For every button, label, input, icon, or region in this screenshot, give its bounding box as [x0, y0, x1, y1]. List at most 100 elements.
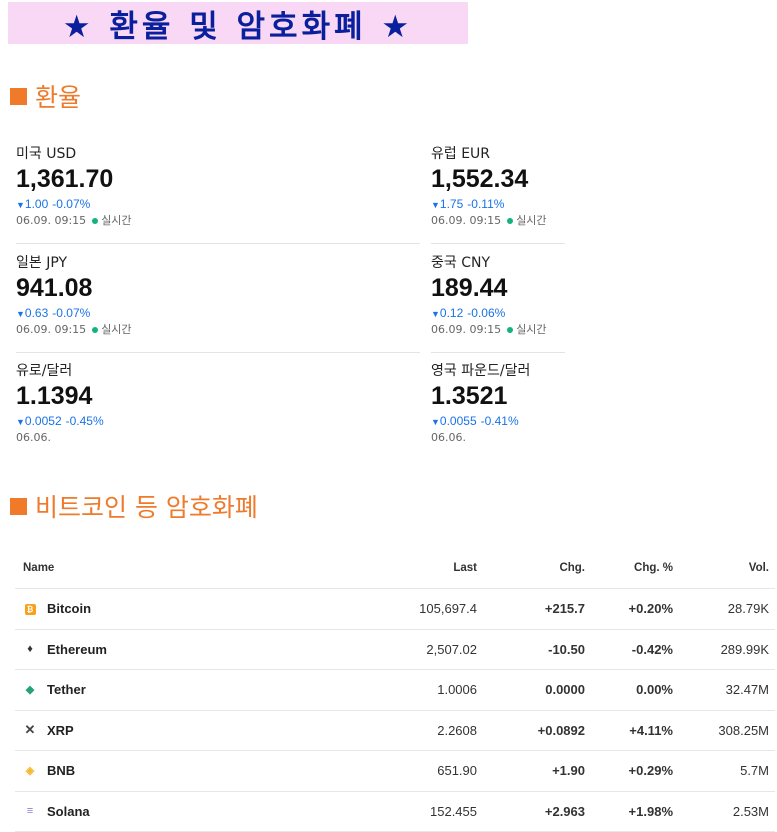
- fx-timestamp: 06.09. 09:15: [431, 214, 502, 227]
- fx-price: 1.3521: [431, 382, 508, 410]
- table-row[interactable]: ◈ BNB 651.90 +1.90 +0.29% 5.7M: [15, 750, 775, 792]
- crypto-section-label: 비트코인 등 암호화폐: [35, 493, 258, 522]
- down-triangle-icon: ▼: [16, 417, 25, 427]
- fx-timestamp: 06.09. 09:15: [16, 323, 87, 336]
- banner-title: ★ 환율 및 암호화폐 ★: [62, 8, 414, 45]
- table-row[interactable]: ✕ XRP 2.2608 +0.0892 +4.11% 308.25M: [15, 710, 775, 751]
- fx-change: ▼0.12 -0.06%: [431, 305, 621, 322]
- fx-timestamp: 06.06.: [431, 431, 466, 444]
- down-triangle-icon: ▼: [16, 200, 25, 210]
- xrp-icon: ✕: [24, 722, 36, 738]
- fx-change: ▼0.63 -0.07%: [16, 305, 206, 322]
- crypto-table: Name Last Chg. Chg. % Vol. ₿ Bitcoin 105,…: [15, 548, 775, 832]
- down-triangle-icon: ▼: [16, 309, 25, 319]
- fx-timestamp: 06.09. 09:15: [431, 323, 502, 336]
- fx-name: 미국 USD: [16, 146, 77, 162]
- fx-card-jpy[interactable]: 일본 JPY 941.08 ▼0.63 -0.07% 06.09. 09:15 실시…: [16, 253, 206, 338]
- fx-time: 06.06.: [431, 430, 621, 446]
- fx-live-label: 실시간: [516, 214, 547, 227]
- divider: [431, 243, 565, 244]
- tether-icon: ◆: [25, 684, 35, 697]
- fx-name: 유럽 EUR: [431, 146, 491, 162]
- fx-price: 1,552.34: [431, 165, 529, 193]
- fx-name: 일본 JPY: [16, 255, 68, 271]
- fx-change-pct: -0.45%: [65, 414, 104, 428]
- coin-vol: 28.79K: [679, 588, 775, 630]
- down-triangle-icon: ▼: [431, 200, 440, 210]
- fx-price: 189.44: [431, 274, 508, 302]
- fx-change-pct: -0.07%: [52, 197, 91, 211]
- coin-name[interactable]: Ethereum: [47, 641, 107, 657]
- fx-change-value: 0.12: [439, 306, 464, 320]
- coin-name[interactable]: Bitcoin: [47, 601, 92, 617]
- fx-live-label: 실시간: [516, 323, 547, 336]
- live-dot-icon: [507, 218, 514, 224]
- fx-change-pct: -0.41%: [480, 414, 519, 428]
- fx-time: 06.09. 09:15 실시간: [431, 322, 621, 338]
- fx-card-gbpusd[interactable]: 영국 파운드/달러 1.3521 ▼0.0055 -0.41% 06.06.: [431, 361, 621, 446]
- fx-name: 영국 파운드/달러: [431, 363, 531, 379]
- coin-last: 2,507.02: [205, 629, 483, 670]
- coin-vol: 5.7M: [679, 750, 775, 792]
- coin-name[interactable]: XRP: [47, 722, 74, 738]
- coin-chg-pct: +0.20%: [591, 588, 679, 630]
- coin-vol: 32.47M: [679, 669, 775, 711]
- fx-price: 941.08: [16, 274, 93, 302]
- fx-time: 06.09. 09:15 실시간: [16, 322, 206, 338]
- fx-time: 06.09. 09:15 실시간: [16, 213, 206, 229]
- fx-card-eurusd[interactable]: 유로/달러 1.1394 ▼0.0052 -0.45% 06.06.: [16, 361, 206, 446]
- header-name[interactable]: Name: [15, 548, 205, 589]
- fx-card-eur[interactable]: 유럽 EUR 1,552.34 ▼1.75 -0.11% 06.09. 09:15…: [431, 144, 621, 229]
- page-banner: ★ 환율 및 암호화폐 ★: [8, 2, 468, 45]
- divider: [16, 243, 420, 244]
- coin-name[interactable]: Tether: [47, 682, 86, 698]
- header-last[interactable]: Last: [205, 548, 483, 589]
- divider: [431, 352, 565, 353]
- coin-last: 1.0006: [205, 669, 483, 711]
- fx-card-usd[interactable]: 미국 USD 1,361.70 ▼1.00 -0.07% 06.09. 09:15…: [16, 144, 206, 229]
- coin-last: 152.455: [205, 791, 483, 832]
- crypto-section-title: 비트코인 등 암호화폐: [10, 488, 258, 524]
- fx-change-value: 0.0052: [24, 414, 62, 428]
- fx-live-label: 실시간: [101, 214, 132, 227]
- header-chg-pct[interactable]: Chg. %: [591, 548, 679, 589]
- coin-chg-pct: -0.42%: [591, 629, 679, 670]
- fx-timestamp: 06.06.: [16, 431, 51, 444]
- coin-vol: 289.99K: [679, 629, 775, 670]
- fx-section-label: 환율: [35, 83, 82, 112]
- fx-price: 1,361.70: [16, 165, 114, 193]
- fx-card-cny[interactable]: 중국 CNY 189.44 ▼0.12 -0.06% 06.09. 09:15 실시…: [431, 253, 621, 338]
- fx-change-pct: -0.07%: [52, 306, 91, 320]
- table-row[interactable]: ◆ Tether 1.0006 0.0000 0.00% 32.47M: [15, 669, 775, 711]
- coin-name[interactable]: BNB: [47, 763, 76, 779]
- table-row[interactable]: ≡ Solana 152.455 +2.963 +1.98% 2.53M: [15, 791, 775, 832]
- fx-time: 06.09. 09:15 실시간: [431, 213, 621, 229]
- fx-section-title: 환율: [10, 78, 81, 114]
- fx-change: ▼0.0052 -0.45%: [16, 413, 206, 430]
- coin-chg: +1.90: [483, 750, 591, 792]
- solana-icon: ≡: [26, 805, 34, 818]
- header-chg[interactable]: Chg.: [483, 548, 591, 589]
- fx-change: ▼1.00 -0.07%: [16, 196, 206, 213]
- coin-chg: 0.0000: [483, 669, 591, 711]
- table-row[interactable]: ₿ Bitcoin 105,697.4 +215.7 +0.20% 28.79K: [15, 588, 775, 630]
- bitcoin-icon: ₿: [23, 603, 37, 615]
- coin-name[interactable]: Solana: [47, 803, 90, 819]
- coin-vol: 2.53M: [679, 791, 775, 832]
- coin-vol: 308.25M: [679, 710, 775, 751]
- coin-chg-pct: +1.98%: [591, 791, 679, 832]
- fx-price: 1.1394: [16, 382, 93, 410]
- live-dot-icon: [507, 327, 514, 333]
- fx-change-value: 1.00: [24, 197, 49, 211]
- header-vol[interactable]: Vol.: [679, 548, 775, 589]
- coin-chg: +215.7: [483, 588, 591, 630]
- fx-name: 유로/달러: [16, 363, 73, 379]
- coin-chg: +2.963: [483, 791, 591, 832]
- live-dot-icon: [92, 218, 99, 224]
- fx-change: ▼0.0055 -0.41%: [431, 413, 621, 430]
- square-bullet-icon: [10, 87, 27, 105]
- coin-last: 2.2608: [205, 710, 483, 751]
- coin-chg-pct: 0.00%: [591, 669, 679, 711]
- fx-change-value: 0.0055: [439, 414, 477, 428]
- table-row[interactable]: ♦ Ethereum 2,507.02 -10.50 -0.42% 289.99K: [15, 629, 775, 670]
